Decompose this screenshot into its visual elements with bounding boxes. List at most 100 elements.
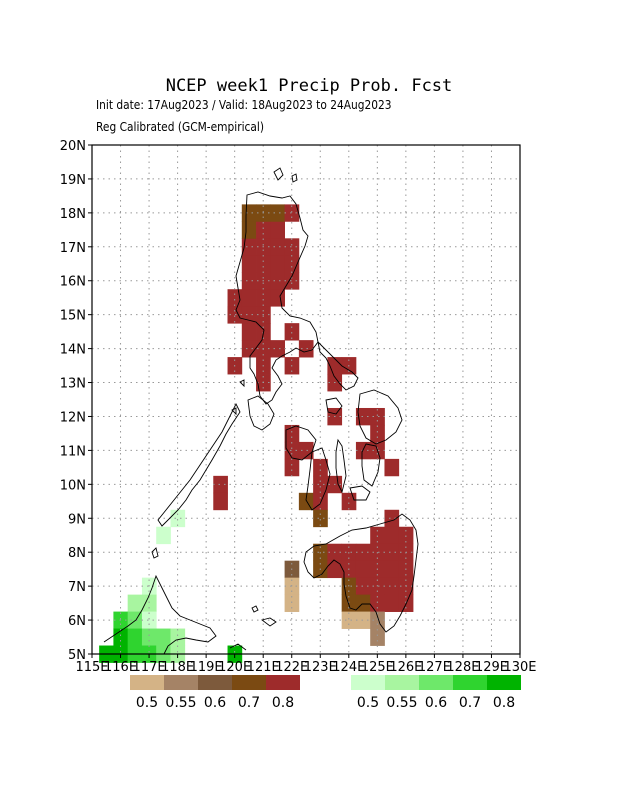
- probability-cell: [284, 594, 300, 612]
- probability-cell: [384, 458, 400, 477]
- x-tick-label: 123E: [304, 660, 337, 675]
- probability-cell: [170, 628, 186, 646]
- probability-cell: [213, 475, 228, 494]
- x-tick-label: 126E: [389, 660, 422, 675]
- probability-cell: [284, 458, 300, 477]
- y-tick-label: 15N: [60, 309, 86, 324]
- islet-coastline-2: [231, 407, 237, 416]
- probability-cell: [227, 306, 243, 324]
- legend-above-label: 0.55: [386, 695, 417, 711]
- legend-above-swatch: [419, 675, 453, 690]
- negros-coastline: [305, 447, 331, 511]
- x-axis-labels: 115E116E117E118E119E120E121E122E123E124E…: [75, 654, 537, 675]
- leyte-coastline: [361, 443, 381, 487]
- legend-above-swatch: [487, 675, 521, 690]
- sulu-coastline: [260, 617, 277, 627]
- probability-cell: [256, 221, 271, 239]
- sulu-coastline-2: [251, 605, 259, 613]
- probability-cell: [384, 594, 400, 612]
- probability-cell: [384, 509, 400, 528]
- probability-cell: [313, 475, 328, 494]
- legend-below-label: 0.6: [204, 695, 226, 711]
- probability-cell: [370, 526, 385, 545]
- y-axis-labels: 5N 6N 7N 8N 9N 10N 11N 12N 13N 14N 15N 16N 17N 18N 19N…: [60, 139, 92, 663]
- probability-cell: [341, 594, 357, 612]
- x-tick-label: 127E: [418, 660, 451, 675]
- y-tick-label: 20N: [60, 139, 86, 154]
- y-tick-label: 8N: [68, 546, 86, 561]
- babuyan-coastline: [273, 167, 284, 181]
- probability-cell: [341, 611, 357, 629]
- probability-cell: [298, 340, 314, 358]
- probability-cell: [270, 272, 285, 290]
- probability-cell: [384, 577, 400, 596]
- x-tick-label: 122E: [275, 660, 308, 675]
- probability-cell: [370, 594, 385, 612]
- probability-cell: [270, 255, 285, 273]
- probability-cell: [241, 340, 257, 358]
- samar-coastline: [357, 389, 403, 445]
- probability-cell: [355, 594, 371, 612]
- probability-cell: [398, 526, 414, 545]
- probability-cell: [284, 323, 300, 341]
- probability-cell: [270, 238, 285, 256]
- y-tick-label: 17N: [60, 241, 86, 256]
- probability-cell: [241, 255, 257, 273]
- y-tick-label: 13N: [60, 377, 86, 392]
- borneo-coastline: [103, 574, 247, 655]
- legend-below-swatch: [232, 675, 266, 690]
- y-tick-label: 9N: [68, 512, 86, 527]
- probability-cell: [370, 611, 385, 629]
- probability-cell: [270, 221, 285, 239]
- masbate-coastline: [325, 397, 343, 415]
- x-tick-label: 117E: [133, 660, 166, 675]
- legend-below-label: 0.7: [238, 695, 260, 711]
- legend-above-swatch: [453, 675, 487, 690]
- probability-cell: [341, 492, 357, 511]
- probability-cells: [99, 204, 414, 663]
- probability-cell: [384, 560, 400, 579]
- x-tick-label: 125E: [361, 660, 394, 675]
- legend-below-swatch: [198, 675, 232, 690]
- forecast-dates: Init date: 17Aug2023 / Valid: 18Aug2023 …: [96, 97, 392, 112]
- legend-below-swatch: [130, 675, 164, 690]
- probability-cell: [355, 611, 371, 629]
- probability-cell: [384, 526, 400, 545]
- probability-cell: [241, 272, 257, 290]
- legend-above-label: 0.6: [425, 695, 447, 711]
- legend-below-swatch: [164, 675, 198, 690]
- grid-lines: [92, 145, 520, 654]
- probability-cell: [298, 441, 314, 460]
- probability-cell: [355, 577, 371, 596]
- x-tick-label: 124E: [332, 660, 365, 675]
- probability-cell: [313, 509, 328, 528]
- y-tick-label: 14N: [60, 343, 86, 358]
- probability-cell: [241, 221, 257, 239]
- probability-cell: [241, 289, 257, 307]
- probability-cell: [213, 492, 228, 511]
- x-tick-label: 118E: [161, 660, 194, 675]
- probability-cell: [156, 526, 171, 545]
- x-tick-label: 119E: [190, 660, 223, 675]
- probability-cell: [256, 255, 271, 273]
- x-tick-label: 120E: [218, 660, 251, 675]
- probability-cell: [241, 323, 257, 341]
- legend-below-label: 0.5: [136, 695, 158, 711]
- y-tick-label: 16N: [60, 275, 86, 290]
- probability-cell: [284, 272, 300, 290]
- legend-below-normal: 0.5 0.55 0.6 0.7 0.8: [130, 675, 300, 711]
- probability-cell: [284, 238, 300, 256]
- probability-cell: [355, 441, 371, 460]
- probability-cell: [127, 594, 143, 612]
- legend-above-normal: 0.5 0.55 0.6 0.7 0.8: [351, 675, 521, 711]
- probability-cell: [327, 357, 343, 375]
- probability-cell: [127, 628, 143, 646]
- cebu-coastline: [335, 438, 347, 494]
- legend-above-label: 0.5: [357, 695, 379, 711]
- probability-cell: [270, 204, 285, 222]
- probability-cell: [355, 560, 371, 579]
- probability-cell: [355, 543, 371, 562]
- coastline: [103, 167, 419, 655]
- legend-above-swatch: [385, 675, 419, 690]
- x-tick-label: 130E: [503, 660, 536, 675]
